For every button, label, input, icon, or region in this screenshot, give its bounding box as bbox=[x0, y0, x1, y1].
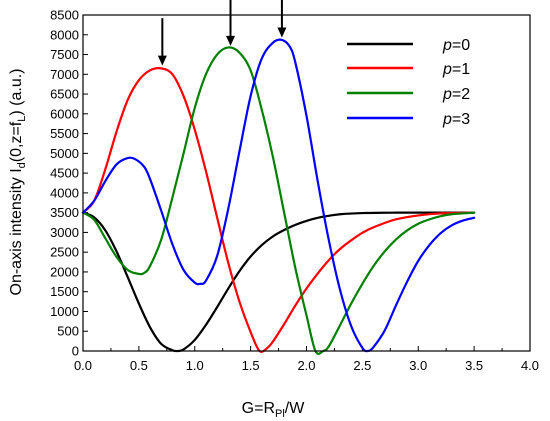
legend-item-p3: p=3 bbox=[347, 111, 470, 128]
x-tick-label: 4.0 bbox=[521, 358, 539, 373]
x-tick-label: 3.5 bbox=[465, 358, 483, 373]
y-tick-label: 7000 bbox=[50, 67, 79, 82]
y-tick-label: 4500 bbox=[50, 166, 79, 181]
legend-item-p2: p=2 bbox=[347, 86, 470, 103]
y-tick-label: 0 bbox=[72, 344, 79, 359]
x-tick-label: 1.0 bbox=[186, 358, 204, 373]
series-line-p2 bbox=[81, 46, 476, 355]
y-tick-label: 7500 bbox=[50, 47, 79, 62]
peak-arrows bbox=[157, 0, 287, 66]
y-axis-title: On-axis intensity Id(0,z=fL) (a.u.) bbox=[8, 69, 28, 296]
y-tick-label: 8000 bbox=[50, 27, 79, 42]
peak-arrow-1 bbox=[226, 0, 236, 46]
y-tick-label: 5000 bbox=[50, 146, 79, 161]
series-line-p0 bbox=[81, 211, 476, 353]
y-tick-label: 4000 bbox=[50, 185, 79, 200]
plot-frame bbox=[82, 14, 531, 352]
x-tick-label: 3.0 bbox=[409, 358, 427, 373]
y-tick-label: 1000 bbox=[50, 304, 79, 319]
y-tick-label: 500 bbox=[57, 324, 79, 339]
peak-arrow-0 bbox=[157, 18, 167, 66]
legend-label-p1: p=1 bbox=[442, 61, 470, 78]
x-tick-label: 2.5 bbox=[353, 358, 371, 373]
axis-ticks: 0.0 0.5 1.0 1.5 2.0 2.5 3.0 3.5 4.0 0 500 1000 1500 2… bbox=[50, 8, 539, 374]
legend-label-p3: p=3 bbox=[442, 111, 470, 128]
x-axis-title: G=RPl/W bbox=[242, 400, 306, 420]
legend-label-p2: p=2 bbox=[442, 86, 470, 103]
legend: p=0 p=1 p=2 p=3 bbox=[347, 37, 470, 128]
y-tick-label: 6000 bbox=[50, 106, 79, 121]
peak-arrow-2 bbox=[277, 0, 287, 38]
y-tick-label: 2500 bbox=[50, 245, 79, 260]
x-tick-label: 0.0 bbox=[74, 358, 92, 373]
series-line-p3 bbox=[81, 38, 476, 353]
y-tick-label: 5500 bbox=[50, 126, 79, 141]
x-tick-label: 2.0 bbox=[297, 358, 315, 373]
y-tick-label: 6500 bbox=[50, 87, 79, 102]
x-tick-label: 0.5 bbox=[130, 358, 148, 373]
y-tick-label: 2000 bbox=[50, 264, 79, 279]
legend-item-p1: p=1 bbox=[347, 61, 470, 78]
y-tick-label: 1500 bbox=[50, 284, 79, 299]
y-tick-label: 3000 bbox=[50, 225, 79, 240]
legend-item-p0: p=0 bbox=[347, 37, 470, 54]
series-line-p1 bbox=[81, 67, 476, 353]
series-lines bbox=[81, 38, 476, 355]
y-tick-label: 3500 bbox=[50, 205, 79, 220]
x-tick-label: 1.5 bbox=[242, 358, 260, 373]
y-tick-label: 8500 bbox=[50, 8, 79, 23]
legend-label-p0: p=0 bbox=[442, 37, 470, 54]
